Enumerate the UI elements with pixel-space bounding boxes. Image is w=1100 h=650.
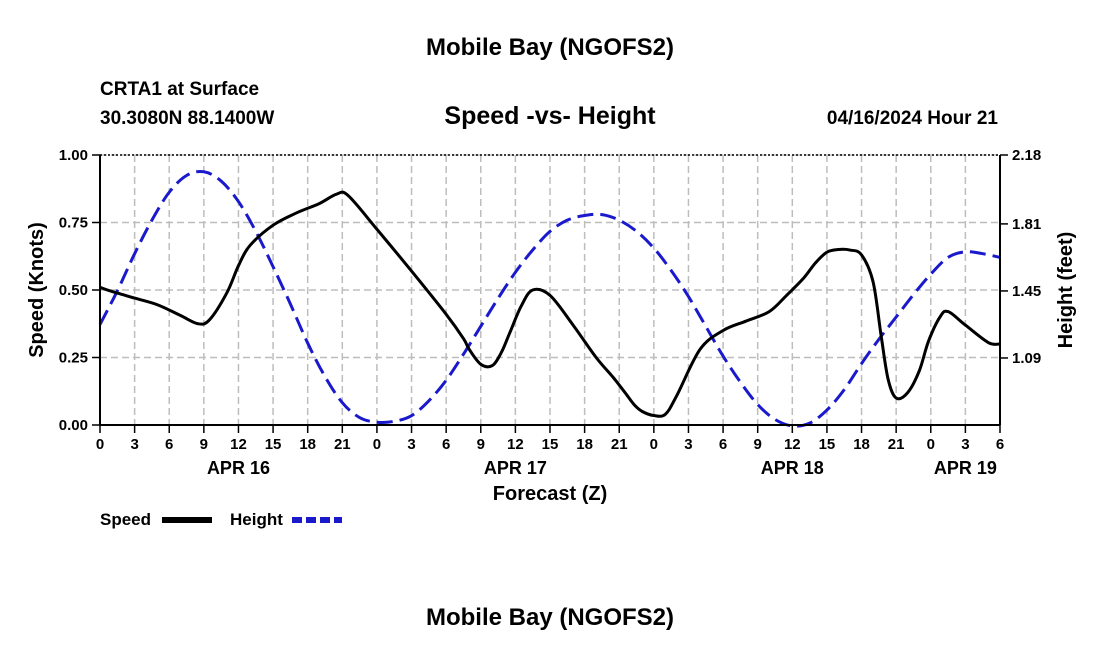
date-label: APR 19 — [934, 458, 997, 478]
x-tick-label: 18 — [853, 436, 870, 453]
y-right-tick-label: 2.18 — [1012, 147, 1041, 164]
date-label: APR 16 — [207, 458, 270, 478]
series-line-speed — [99, 190, 1001, 418]
x-tick-label: 6 — [719, 436, 727, 453]
x-tick-label: 21 — [334, 436, 351, 453]
x-tick-label: 15 — [819, 436, 836, 453]
x-tick-label: 12 — [507, 436, 524, 453]
axes — [92, 154, 1008, 433]
y-right-tick-label: 1.81 — [1012, 216, 1041, 233]
date-label: APR 18 — [761, 458, 824, 478]
x-tick-label: 9 — [200, 436, 208, 453]
x-tick-label: 12 — [784, 436, 801, 453]
tick-labels: 0 3 6 9 12 15 18 21 0 3 6 9 12 15 18 21 0 3 6 9 12 15 18 21 0 3 6 0… — [59, 147, 1041, 478]
series-layer — [98, 169, 1001, 428]
series-line-height — [98, 169, 1001, 428]
x-tick-label: 3 — [684, 436, 692, 453]
chart-title: Mobile Bay (NGOFS2) — [426, 34, 674, 61]
x-tick-label: 12 — [230, 436, 247, 453]
x-tick-label: 6 — [996, 436, 1004, 453]
issued-datetime: 04/16/2024 Hour 21 — [827, 108, 999, 129]
y-left-tick-label: 0.25 — [59, 350, 88, 367]
x-tick-label: 3 — [130, 436, 138, 453]
date-label: APR 17 — [484, 458, 547, 478]
x-tick-label: 15 — [265, 436, 282, 453]
x-tick-label: 6 — [442, 436, 450, 453]
x-tick-label: 15 — [542, 436, 559, 453]
y-axis-right-title: Height (feet) — [1055, 232, 1077, 349]
x-tick-label: 9 — [477, 436, 485, 453]
y-left-tick-label: 0.75 — [59, 215, 88, 232]
footer-title: Mobile Bay (NGOFS2) — [426, 604, 674, 631]
x-tick-label: 0 — [650, 436, 658, 453]
x-tick-label: 18 — [299, 436, 316, 453]
x-tick-label: 3 — [961, 436, 969, 453]
x-tick-label: 0 — [373, 436, 381, 453]
legend: Speed Height — [100, 510, 342, 529]
x-tick-label: 9 — [754, 436, 762, 453]
coordinates-label: 30.3080N 88.1400W — [100, 108, 274, 129]
x-tick-label: 6 — [165, 436, 173, 453]
x-axis-title: Forecast (Z) — [493, 483, 607, 505]
x-tick-label: 0 — [96, 436, 104, 453]
station-label: CRTA1 at Surface — [100, 79, 259, 100]
legend-label-speed: Speed — [100, 510, 151, 529]
y-left-tick-label: 0.50 — [59, 282, 88, 299]
y-right-tick-label: 1.09 — [1012, 350, 1041, 367]
x-tick-label: 18 — [576, 436, 593, 453]
x-tick-label: 0 — [927, 436, 935, 453]
y-axis-left-title: Speed (Knots) — [26, 222, 48, 358]
legend-label-height: Height — [230, 510, 283, 529]
y-left-tick-label: 1.00 — [59, 147, 88, 164]
y-right-tick-label: 1.45 — [1012, 283, 1041, 300]
y-left-tick-label: 0.00 — [59, 417, 88, 434]
x-tick-label: 3 — [407, 436, 415, 453]
x-tick-label: 21 — [611, 436, 628, 453]
plot-subtitle: Speed -vs- Height — [444, 102, 656, 130]
x-tick-label: 21 — [888, 436, 905, 453]
